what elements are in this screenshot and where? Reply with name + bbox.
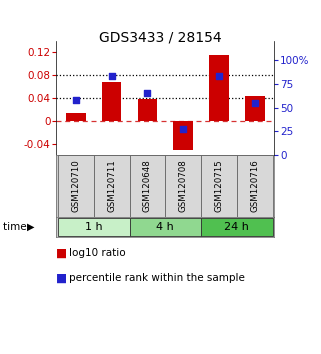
Bar bbox=[130, 155, 165, 217]
Text: 4 h: 4 h bbox=[156, 222, 174, 232]
Text: GSM120716: GSM120716 bbox=[250, 160, 259, 212]
Bar bbox=[102, 82, 121, 121]
Bar bbox=[94, 155, 130, 217]
Point bbox=[181, 126, 186, 131]
Bar bbox=[130, 218, 201, 236]
Point bbox=[145, 90, 150, 96]
Bar bbox=[138, 99, 157, 121]
Text: time: time bbox=[3, 222, 30, 232]
Bar bbox=[165, 155, 201, 217]
Text: GDS3433 / 28154: GDS3433 / 28154 bbox=[99, 30, 222, 44]
Bar bbox=[209, 55, 229, 121]
Text: log10 ratio: log10 ratio bbox=[69, 248, 126, 258]
Text: ■: ■ bbox=[56, 247, 67, 259]
Text: GSM120708: GSM120708 bbox=[179, 160, 188, 212]
Point bbox=[109, 73, 114, 79]
Bar bbox=[201, 218, 273, 236]
Point bbox=[252, 100, 257, 105]
Point bbox=[216, 73, 221, 79]
Text: GSM120710: GSM120710 bbox=[71, 160, 80, 212]
Bar bbox=[58, 155, 94, 217]
Point bbox=[73, 97, 78, 103]
Text: percentile rank within the sample: percentile rank within the sample bbox=[69, 273, 245, 283]
Bar bbox=[66, 113, 86, 121]
Text: GSM120711: GSM120711 bbox=[107, 160, 116, 212]
Text: ■: ■ bbox=[56, 272, 67, 284]
Bar bbox=[245, 96, 265, 121]
Bar bbox=[201, 155, 237, 217]
Text: GSM120715: GSM120715 bbox=[214, 160, 223, 212]
Bar bbox=[173, 121, 193, 150]
Text: 1 h: 1 h bbox=[85, 222, 103, 232]
Text: ▶: ▶ bbox=[27, 222, 35, 232]
Text: 24 h: 24 h bbox=[224, 222, 249, 232]
Bar bbox=[237, 155, 273, 217]
Text: GSM120648: GSM120648 bbox=[143, 160, 152, 212]
Bar bbox=[58, 218, 130, 236]
